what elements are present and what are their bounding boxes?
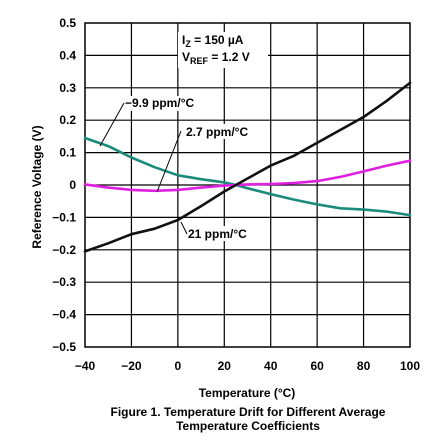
annotation-black: 21 ppm/°C <box>188 227 247 241</box>
y-tick-label: −0.3 <box>52 275 76 289</box>
x-tick-label: 80 <box>357 359 371 373</box>
y-tick-label: 0.3 <box>59 81 76 95</box>
annotation-teal: −9.9 ppm/°C <box>125 96 194 110</box>
annotation-black-leader <box>180 221 188 235</box>
y-tick-label: −0.4 <box>52 308 76 322</box>
annotation-magenta-bg <box>183 124 259 139</box>
y-tick-label: 0.2 <box>59 113 76 127</box>
y-tick-label: −0.2 <box>52 243 76 257</box>
vref-condition: VREF = 1.2 V <box>182 50 250 66</box>
x-tick-label: 0 <box>175 359 182 373</box>
annotation-magenta: 2.7 ppm/°C <box>186 125 248 139</box>
annotation-magenta-leader <box>156 130 182 193</box>
y-tick-label: 0 <box>69 178 76 192</box>
y-tick-label: 0.5 <box>59 16 76 30</box>
caption-line-2: Temperature Coefficients <box>176 419 320 433</box>
x-tick-labels: −40 −20 0 20 40 60 80 100 <box>75 359 421 373</box>
y-tick-label: 0.4 <box>59 48 76 62</box>
x-tick-label: 100 <box>400 359 420 373</box>
x-tick-label: −20 <box>121 359 142 373</box>
x-tick-label: 20 <box>218 359 232 373</box>
conditions-box-bg <box>178 32 268 68</box>
x-axis-label: Temperature (°C) <box>199 386 296 400</box>
iz-condition: IZ = 150 µA <box>182 33 244 49</box>
annotation-teal-leader <box>99 102 125 147</box>
x-tick-label: −40 <box>75 359 96 373</box>
caption-line-1: Figure 1. Temperature Drift for Differen… <box>111 405 386 419</box>
y-tick-labels: 0.5 0.4 0.3 0.2 0.1 0 −0.1 −0.2 −0.3 −0.4 −0.5 <box>52 16 76 354</box>
annotation-teal-bg <box>124 96 204 111</box>
y-tick-label: 0.1 <box>59 146 76 160</box>
series-line-1 <box>83 136 412 217</box>
x-tick-label: 40 <box>264 359 278 373</box>
series-group <box>83 81 412 253</box>
x-tick-label: 60 <box>310 359 324 373</box>
y-tick-label: −0.1 <box>52 210 76 224</box>
y-axis-label: Reference Voltage (V) <box>30 125 44 248</box>
series-line-2 <box>83 159 412 193</box>
series-line-3 <box>83 81 412 253</box>
y-tick-label: −0.5 <box>52 340 76 354</box>
annotation-black-bg <box>185 226 253 241</box>
